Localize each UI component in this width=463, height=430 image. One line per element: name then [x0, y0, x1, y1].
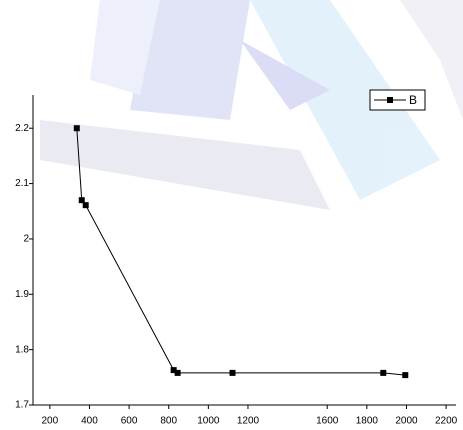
y-tick-label: 2.2	[15, 123, 29, 134]
point	[229, 369, 236, 376]
point	[82, 202, 89, 209]
x-tick-label: 2000	[395, 416, 418, 427]
point	[73, 125, 80, 132]
x-tick-label: 400	[81, 416, 98, 427]
x-tick-label: 2200	[435, 416, 458, 427]
point	[170, 367, 177, 374]
point	[402, 372, 409, 379]
y-tick-label: 2	[23, 234, 29, 245]
x-tick-label: 200	[41, 416, 58, 427]
y-tick-label: 1.7	[15, 400, 29, 411]
point	[174, 369, 181, 376]
point	[78, 197, 85, 204]
x-tick-label: 1200	[237, 416, 260, 427]
x-tick-label: 600	[121, 416, 138, 427]
x-tick-label: 1000	[197, 416, 220, 427]
y-tick-label: 1.9	[15, 289, 29, 300]
x-tick-label: 1600	[316, 416, 339, 427]
y-tick-label: 2.1	[15, 178, 29, 189]
y-tick-label: 1.8	[15, 344, 29, 355]
legend-label: B	[409, 93, 417, 107]
x-tick-label: 800	[160, 416, 177, 427]
x-tick-label: 1800	[356, 416, 379, 427]
point	[380, 369, 387, 376]
watermark	[40, 0, 463, 210]
legend-marker	[387, 97, 393, 103]
